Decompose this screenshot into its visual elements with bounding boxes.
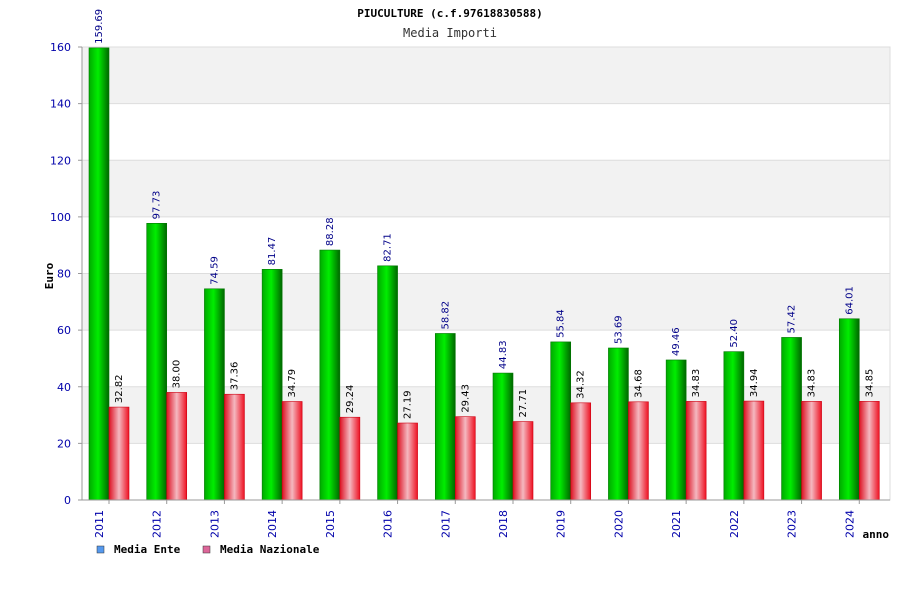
data-label-media-nazionale-2011: 32.82	[114, 374, 125, 403]
x-tick-label-2018: 2018	[497, 510, 510, 538]
x-tick-label-2024: 2024	[843, 510, 856, 538]
grid-band	[82, 47, 890, 104]
bar-media-nazionale-2021	[685, 401, 707, 501]
bar-media-nazionale-2024	[858, 401, 880, 501]
legend: Media Ente Media Nazionale	[96, 543, 320, 556]
data-label-media-ente-2015: 88.28	[325, 217, 336, 246]
data-label-media-nazionale-2013: 37.36	[229, 362, 240, 391]
bar-media-ente-2014	[261, 269, 283, 501]
bars	[88, 47, 880, 501]
data-label-media-ente-2011: 159.69	[94, 9, 105, 44]
y-tick-label: 140	[50, 98, 71, 111]
bar-media-ente-2023	[781, 337, 802, 501]
data-label-media-nazionale-2018: 27.71	[518, 389, 529, 418]
bar-media-nazionale-2014	[281, 401, 303, 501]
y-axis-ticks: 0 20 40 60 80 100 120 140 160	[50, 41, 82, 507]
y-tick-label: 100	[50, 211, 71, 224]
data-label-media-nazionale-2016: 27.19	[403, 390, 414, 419]
data-label-media-nazionale-2021: 34.83	[691, 369, 702, 398]
data-label-media-ente-2018: 44.83	[498, 340, 509, 369]
y-tick-label: 40	[57, 381, 71, 394]
y-axis-title: Euro	[43, 262, 56, 289]
x-tick-label-2021: 2021	[670, 510, 683, 538]
bar-media-ente-2021	[665, 359, 687, 501]
y-tick-label: 20	[57, 437, 71, 450]
data-label-media-nazionale-2017: 29.43	[460, 384, 471, 413]
bar-media-ente-2019	[550, 341, 572, 501]
grid-band	[82, 160, 890, 217]
bar-media-ente-2013	[204, 288, 225, 501]
y-tick-label: 120	[50, 154, 71, 167]
grid-band	[82, 386, 890, 444]
data-label-media-ente-2022: 52.40	[729, 319, 740, 348]
data-label-media-nazionale-2014: 34.79	[287, 369, 298, 398]
data-label-media-ente-2012: 97.73	[152, 191, 163, 220]
bar-media-nazionale-2023	[801, 401, 822, 501]
legend-swatch-media-ente	[96, 545, 105, 554]
bar-media-nazionale-2022	[743, 400, 765, 501]
x-tick-label-2012: 2012	[151, 510, 164, 538]
data-label-media-nazionale-2019: 34.32	[576, 370, 587, 399]
bar-media-nazionale-2019	[570, 402, 592, 501]
bar-media-ente-2012	[146, 223, 168, 501]
x-tick-label-2017: 2017	[439, 510, 452, 538]
data-label-media-ente-2013: 74.59	[209, 256, 220, 285]
bar-media-nazionale-2018	[512, 421, 534, 501]
x-axis-title: anno	[863, 528, 890, 541]
x-tick-label-2019: 2019	[555, 510, 568, 538]
bar-media-ente-2016	[377, 265, 398, 501]
legend-label-media-nazionale: Media Nazionale	[220, 543, 320, 556]
bar-media-nazionale-2016	[397, 422, 418, 501]
bar-media-ente-2020	[608, 347, 629, 501]
data-label-media-ente-2017: 58.82	[440, 301, 451, 330]
y-tick-label: 0	[64, 494, 71, 507]
bar-media-ente-2022	[723, 351, 745, 501]
data-labels: 159.69 32.82 97.73 38.00 74.59 37.36 81.47 34.7…	[94, 9, 875, 419]
data-label-media-nazionale-2024: 34.85	[864, 369, 875, 398]
grid-band	[82, 273, 890, 331]
y-tick-label: 160	[50, 41, 71, 54]
bar-media-nazionale-2020	[628, 401, 649, 501]
data-label-media-ente-2021: 49.46	[671, 327, 682, 356]
bar-media-ente-2017	[434, 333, 456, 501]
data-label-media-nazionale-2023: 34.83	[807, 369, 818, 398]
bar-media-ente-2015	[319, 249, 341, 501]
data-label-media-ente-2016: 82.71	[383, 233, 394, 262]
x-tick-label-2013: 2013	[208, 510, 221, 538]
y-tick-label: 80	[57, 268, 71, 281]
bar-media-ente-2024	[838, 318, 860, 501]
chart-title: PIUCULTURE (c.f.97618830588)	[357, 7, 542, 20]
legend-label-media-ente: Media Ente	[114, 543, 181, 556]
x-axis-ticks: 2011 2012 2013 2014 2015 2016 2017 2018 2019 2020…	[93, 500, 860, 538]
legend-swatch-media-nazionale	[202, 545, 211, 554]
data-label-media-nazionale-2012: 38.00	[172, 360, 183, 389]
data-label-media-ente-2020: 53.69	[613, 315, 624, 344]
bar-media-nazionale-2015	[339, 416, 361, 501]
data-label-media-nazionale-2022: 34.94	[749, 368, 760, 397]
x-tick-label-2023: 2023	[786, 510, 799, 538]
data-label-media-ente-2023: 57.42	[787, 305, 798, 334]
x-tick-label-2022: 2022	[728, 510, 741, 538]
bar-media-nazionale-2011	[108, 406, 130, 501]
x-tick-label-2014: 2014	[266, 510, 279, 538]
bar-media-nazionale-2013	[224, 393, 245, 501]
x-tick-label-2015: 2015	[324, 510, 337, 538]
data-label-media-ente-2014: 81.47	[267, 237, 278, 266]
chart-subtitle: Media Importi	[403, 26, 497, 40]
x-tick-label-2016: 2016	[382, 510, 395, 538]
data-label-media-ente-2024: 64.01	[844, 286, 855, 315]
data-label-media-nazionale-2020: 34.68	[633, 369, 644, 398]
x-tick-label-2011: 2011	[93, 510, 106, 538]
bar-media-ente-2018	[492, 372, 514, 501]
y-tick-label: 60	[57, 324, 71, 337]
bar-media-nazionale-2012	[166, 392, 188, 501]
data-label-media-ente-2019: 55.84	[556, 309, 567, 338]
data-label-media-nazionale-2015: 29.24	[345, 385, 356, 414]
x-tick-label-2020: 2020	[612, 510, 625, 538]
bar-media-ente-2011	[88, 47, 110, 501]
bar-media-nazionale-2017	[454, 416, 476, 501]
